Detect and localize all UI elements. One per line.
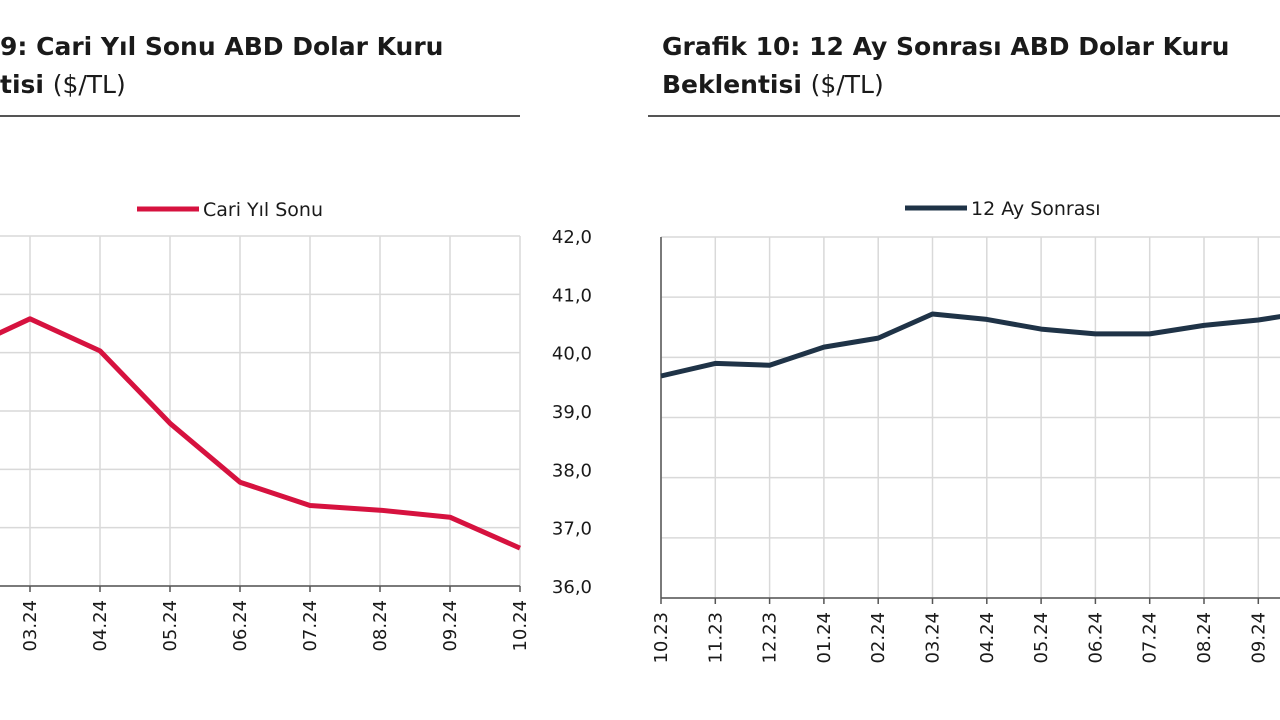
title-line: tisi — [0, 70, 44, 99]
y-tick-label: 40,0 — [552, 344, 592, 365]
x-tick-label: 05.24 — [160, 600, 181, 652]
x-tick-label: 08.24 — [370, 600, 391, 652]
x-tick-label: 05.24 — [1031, 612, 1052, 664]
x-tick-label: 02.24 — [868, 612, 889, 664]
x-tick-label: 11.23 — [705, 612, 726, 664]
chart-title: Beklentisi ($/TL) — [662, 70, 884, 99]
x-tick-label: 09.24 — [440, 600, 461, 652]
x-tick-label: 03.24 — [20, 600, 41, 652]
x-tick-label: 04.24 — [90, 600, 111, 652]
chart-title: 9: Cari Yıl Sonu ABD Dolar Kuru — [0, 32, 443, 61]
unit: ($/TL) — [53, 70, 126, 99]
x-tick-label: 12.23 — [760, 612, 781, 664]
x-tick-label: 03.24 — [923, 612, 944, 664]
x-tick-label: 04.24 — [977, 612, 998, 664]
data-line — [0, 316, 522, 551]
title-line: Beklentisi — [662, 70, 802, 99]
x-tick-label: 01.24 — [814, 612, 835, 664]
x-tick-label: 09.24 — [1248, 612, 1269, 664]
x-tick-label: 07.24 — [1140, 612, 1161, 664]
data-line — [660, 311, 1280, 379]
y-tick-label: 42,0 — [552, 227, 592, 248]
unit: ($/TL) — [811, 70, 884, 99]
x-tick-label: 06.24 — [230, 600, 251, 652]
y-tick-label: 38,0 — [552, 460, 592, 481]
x-tick-label: 08.24 — [1194, 612, 1215, 664]
y-tick-label: 41,0 — [552, 285, 592, 306]
y-tick-label: 36,0 — [552, 577, 592, 598]
x-tick-label: 07.24 — [300, 600, 321, 652]
x-tick-label: 10.24 — [510, 600, 531, 652]
x-tick-label: 10.23 — [651, 612, 672, 664]
chart-title: Grafik 10: 12 Ay Sonrası ABD Dolar Kuru — [662, 32, 1229, 61]
y-tick-label: 39,0 — [552, 402, 592, 423]
chart-title: tisi ($/TL) — [0, 70, 126, 99]
y-tick-label: 37,0 — [552, 519, 592, 540]
x-tick-label: 06.24 — [1085, 612, 1106, 664]
legend-label: Cari Yıl Sonu — [203, 199, 323, 221]
legend-label: 12 Ay Sonrası — [971, 198, 1101, 220]
